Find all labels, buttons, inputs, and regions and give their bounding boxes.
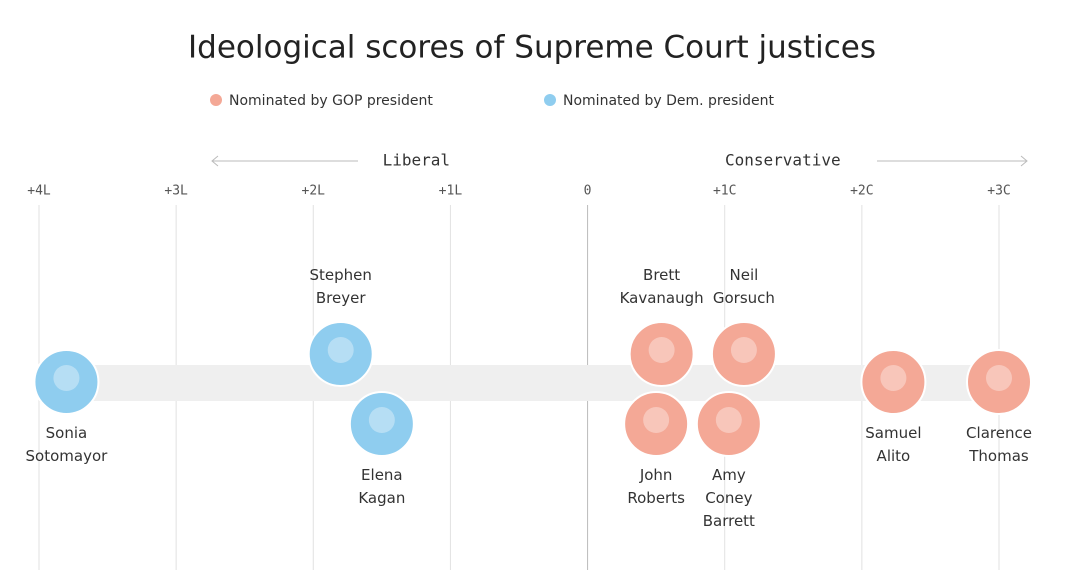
- justice-face: [880, 365, 907, 391]
- arrow-head: [1020, 155, 1028, 167]
- justice-label: Stephen Breyer: [309, 266, 372, 307]
- legend-swatch: [210, 94, 222, 106]
- band: [39, 365, 999, 401]
- justice-label: Amy Coney Barrett: [702, 466, 755, 530]
- x-tick-label: +3C: [987, 184, 1010, 199]
- justice-dot: [33, 349, 100, 415]
- x-tick-label: +3L: [164, 184, 188, 199]
- x-tick-label: 0: [584, 184, 592, 199]
- x-tick-label: +1C: [713, 184, 736, 199]
- justice-dot: [860, 349, 927, 415]
- justice-label: Sonia Sotomayor: [25, 424, 108, 465]
- justice-dot: [623, 391, 690, 457]
- justice-face: [327, 337, 354, 363]
- justice-face: [368, 407, 395, 433]
- justice-dot: [348, 391, 415, 457]
- justice-dot: [628, 321, 695, 387]
- justice-face: [986, 365, 1012, 391]
- justice-dot: [695, 391, 762, 457]
- justice-label: Elena Kagan: [358, 466, 406, 507]
- x-tick-label: +2L: [302, 184, 326, 199]
- chart-title: Ideological scores of Supreme Court just…: [188, 30, 876, 66]
- direction-label: Liberal: [383, 151, 450, 170]
- justice-face: [53, 365, 80, 391]
- justice-label: John Roberts: [627, 466, 685, 507]
- x-tick-label: +1L: [439, 184, 463, 199]
- justice-label: Samuel Alito: [865, 424, 922, 465]
- legend-label: Nominated by Dem. president: [563, 93, 775, 109]
- justice-label: Neil Gorsuch: [712, 266, 775, 307]
- justice-face: [643, 407, 670, 433]
- x-tick-label: +4L: [27, 184, 51, 199]
- arrow-head: [211, 155, 219, 167]
- legend-swatch: [544, 94, 556, 106]
- justice-dot: [307, 321, 374, 387]
- justice-face: [648, 337, 675, 363]
- justice-dot: [710, 321, 777, 387]
- legend-label: Nominated by GOP president: [229, 93, 433, 109]
- justice-label: Brett Kavanaugh: [619, 266, 704, 307]
- direction-label: Conservative: [725, 151, 841, 170]
- justice-face: [715, 407, 742, 433]
- justice-label: Clarence Thomas: [966, 424, 1032, 465]
- justice-face: [730, 337, 757, 363]
- x-tick-label: +2C: [850, 184, 873, 199]
- justice-dot: [966, 349, 1032, 415]
